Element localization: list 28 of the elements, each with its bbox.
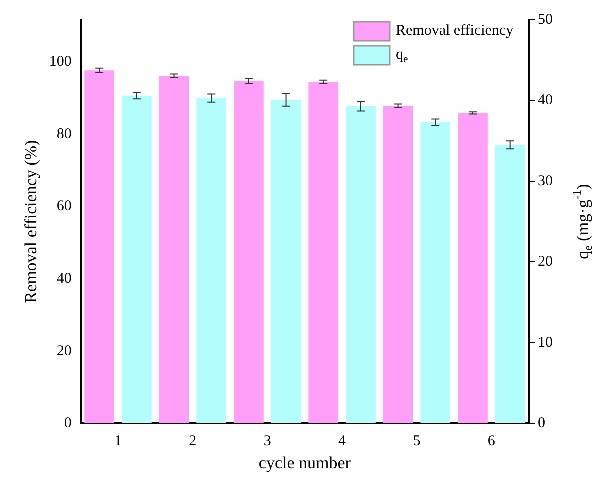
y2-tick-label: 40: [538, 92, 553, 109]
y2-tick-label: 0: [538, 416, 546, 432]
y2-axis-title: qe (mg·g-1): [570, 184, 596, 260]
bar: [308, 82, 339, 424]
y-tick-label: 20: [56, 343, 72, 360]
x-tick-label: 2: [189, 434, 197, 450]
bar: [383, 106, 414, 424]
bar: [159, 76, 190, 424]
y2-tick-label: 20: [538, 254, 553, 270]
bar: [84, 70, 115, 424]
y-tick-label: 80: [56, 126, 72, 142]
y-tick-label: 60: [56, 198, 72, 215]
x-tick-label: 1: [114, 434, 122, 450]
x-axis-title: cycle number: [258, 453, 352, 472]
y-tick-label: 0: [64, 416, 72, 432]
y-tick-label: 100: [49, 54, 72, 70]
x-tick-label: 6: [488, 434, 496, 450]
legend-label: Removal efficiency: [396, 22, 514, 39]
y-axis-title: Removal efficiency (%): [22, 140, 41, 304]
x-tick-label: 5: [413, 434, 421, 450]
y2-tick-label: 30: [538, 173, 553, 190]
y2-tick-label: 50: [538, 12, 553, 28]
x-tick-label: 3: [264, 434, 272, 450]
y-tick-label: 40: [56, 271, 72, 288]
x-tick-label: 4: [338, 434, 347, 450]
y2-tick-label: 10: [538, 334, 553, 351]
bar: [458, 113, 488, 424]
bar: [234, 81, 264, 424]
